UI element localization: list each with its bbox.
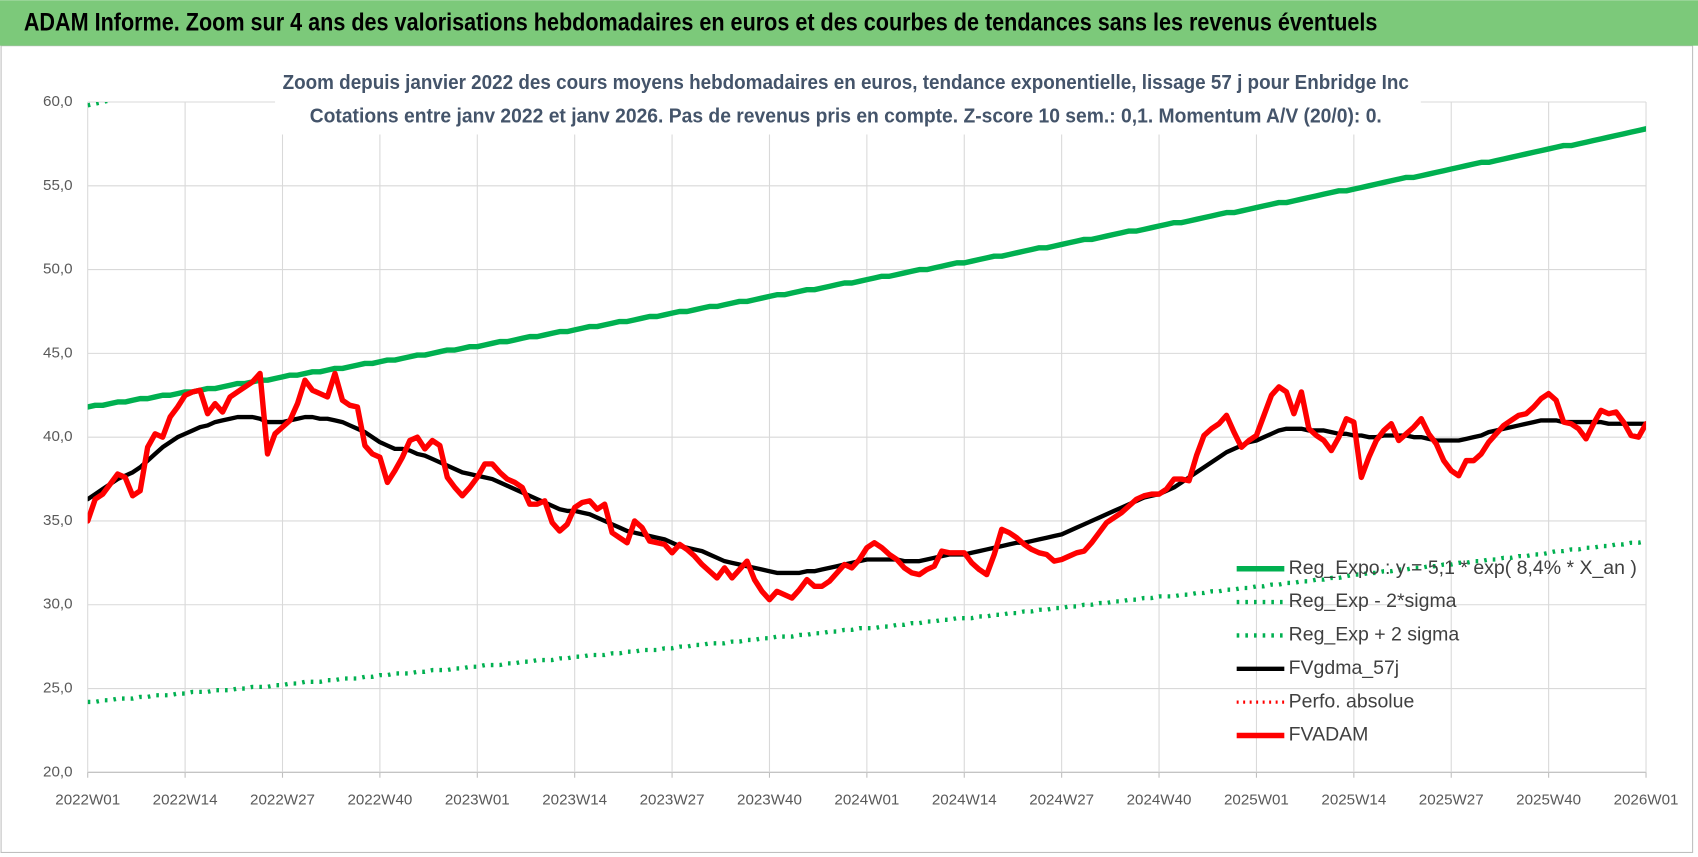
chart-subtitle: Cotations entre janv 2022 et janv 2026. … bbox=[310, 105, 1382, 128]
legend-label: Reg_Exp + 2 sigma bbox=[1289, 624, 1460, 646]
legend-label: Perfo. absolue bbox=[1289, 690, 1415, 712]
page-title: ADAM Informe. Zoom sur 4 ans des valoris… bbox=[24, 9, 1378, 37]
y-tick-label: 20,0 bbox=[43, 763, 73, 780]
x-tick-label: 2025W14 bbox=[1321, 791, 1386, 808]
x-tick-label: 2026W01 bbox=[1614, 791, 1679, 808]
series-line bbox=[87, 370, 1647, 603]
legend-label: Reg_Expo : y = 5,1 * exp( 8,4% * X_an ) bbox=[1289, 557, 1637, 579]
y-tick-label: 55,0 bbox=[43, 177, 73, 194]
x-tick-label: 2022W27 bbox=[250, 791, 315, 808]
y-tick-label: 50,0 bbox=[43, 261, 73, 278]
legend-label: FVgdma_57j bbox=[1289, 657, 1399, 679]
x-tick-label: 2023W01 bbox=[445, 791, 510, 808]
y-tick-label: 25,0 bbox=[43, 680, 73, 697]
y-tick-label: 30,0 bbox=[43, 596, 73, 613]
series-line bbox=[87, 126, 1647, 410]
x-tick-label: 2024W01 bbox=[834, 791, 899, 808]
x-tick-label: 2024W40 bbox=[1127, 791, 1192, 808]
x-tick-label: 2024W14 bbox=[932, 791, 997, 808]
x-tick-label: 2023W27 bbox=[640, 791, 705, 808]
x-tick-label: 2024W27 bbox=[1029, 791, 1094, 808]
x-tick-label: 2022W40 bbox=[347, 791, 412, 808]
x-tick-label: 2023W40 bbox=[737, 791, 802, 808]
x-tick-label: 2022W01 bbox=[55, 791, 120, 808]
y-tick-label: 60,0 bbox=[43, 93, 73, 110]
y-tick-label: 45,0 bbox=[43, 344, 73, 361]
chart-subtitle: Zoom depuis janvier 2022 des cours moyen… bbox=[283, 71, 1409, 94]
legend-label: FVADAM bbox=[1289, 724, 1369, 746]
series-line bbox=[87, 414, 1647, 576]
y-tick-label: 40,0 bbox=[43, 428, 73, 445]
series-line bbox=[87, 538, 1647, 705]
title-bar bbox=[0, 0, 1698, 46]
x-tick-label: 2025W27 bbox=[1419, 791, 1484, 808]
y-tick-label: 35,0 bbox=[43, 512, 73, 529]
subtitle-box bbox=[275, 63, 1421, 135]
x-tick-label: 2025W01 bbox=[1224, 791, 1289, 808]
x-tick-label: 2025W40 bbox=[1516, 791, 1581, 808]
x-tick-label: 2022W14 bbox=[153, 791, 218, 808]
x-tick-label: 2023W14 bbox=[542, 791, 607, 808]
legend-label: Reg_Exp - 2*sigma bbox=[1289, 590, 1457, 612]
